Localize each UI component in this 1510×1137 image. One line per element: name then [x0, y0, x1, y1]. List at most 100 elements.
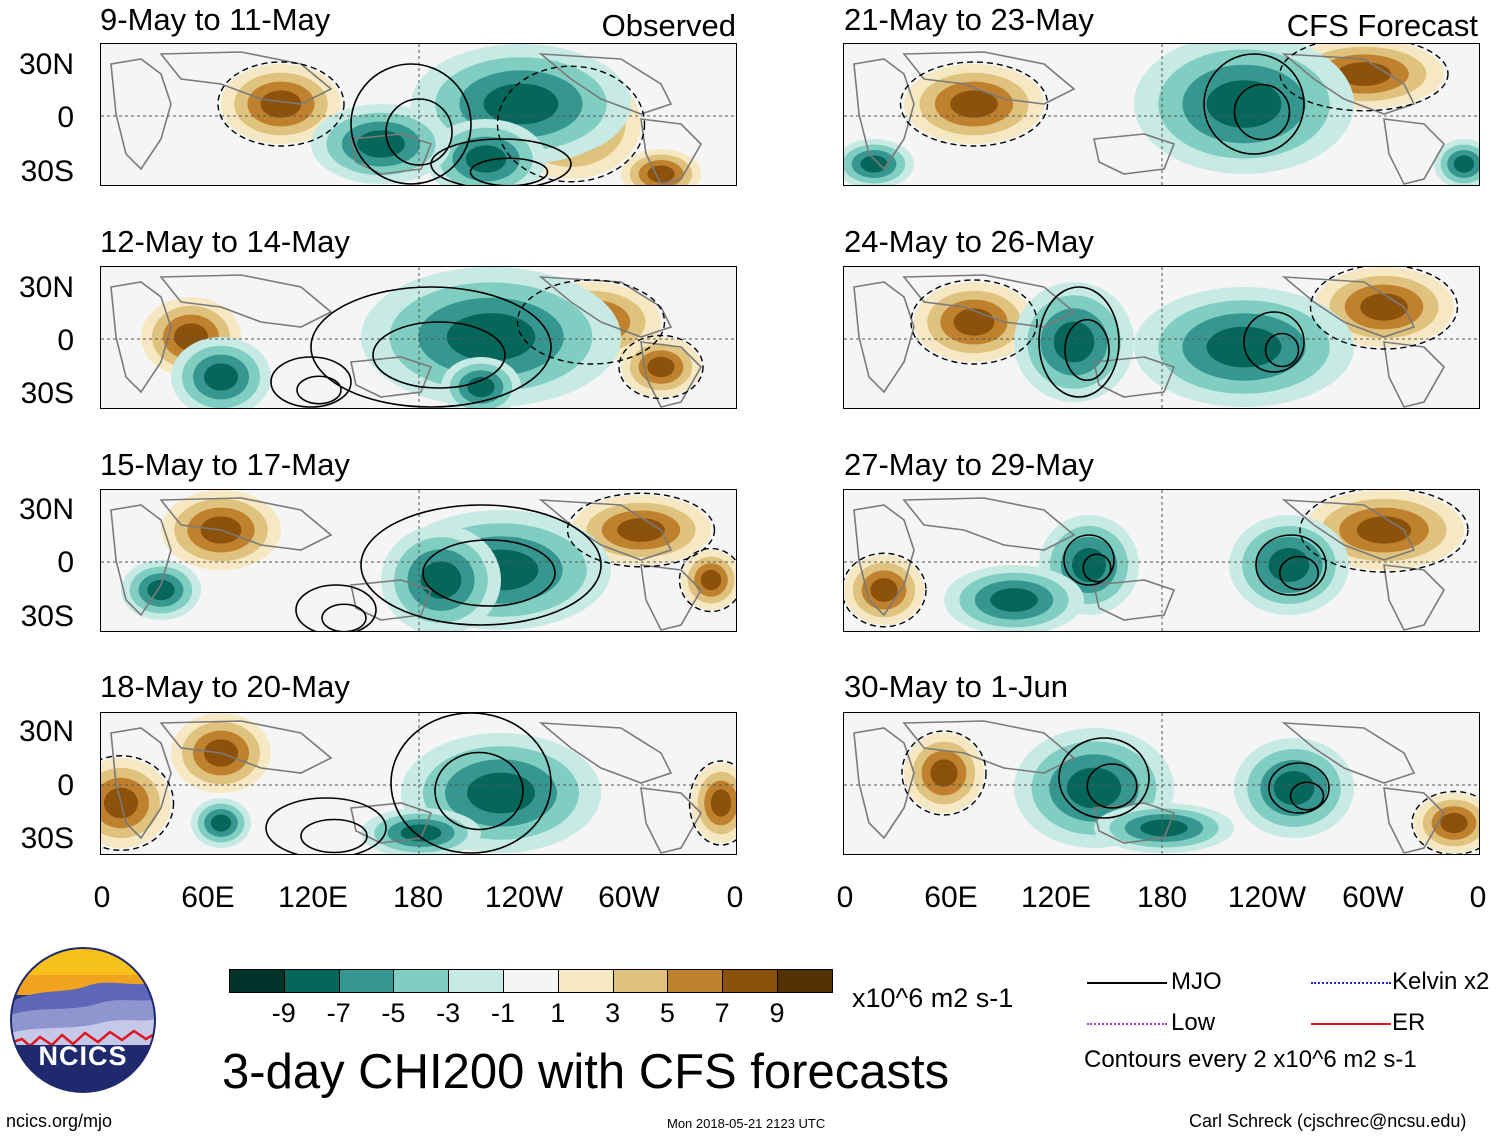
colorbar-swatch: [667, 969, 724, 993]
coastline: [110, 281, 172, 394]
negative-anomaly-shading: [420, 561, 462, 599]
negative-anomaly-shading: [446, 313, 536, 361]
coastline: [1093, 133, 1176, 175]
mjo-contour: [1064, 318, 1110, 382]
lon-label: 60W: [1342, 881, 1404, 914]
map-panel-forecast-4: [843, 712, 1480, 855]
colorbar-swatch: [229, 969, 285, 993]
mjo-contour: [1233, 83, 1291, 141]
coastline: [1383, 341, 1445, 408]
panel-title-right-2: 24-May to 26-May: [844, 224, 1094, 259]
lon-label: 120E: [1020, 881, 1092, 914]
mjo-contour-dashed: [566, 492, 716, 568]
positive-anomaly-shading: [1360, 293, 1408, 321]
coastline: [1281, 499, 1416, 561]
mjo-contour-dashed: [901, 730, 987, 816]
mjo-contour-dashed: [844, 552, 927, 628]
positive-anomaly-shading: [930, 759, 958, 787]
colorbar-swatch: [448, 969, 504, 993]
lat-label: 30S: [20, 822, 74, 855]
coastline: [902, 51, 1076, 105]
coastline: [110, 58, 172, 171]
negative-anomaly-shading: [1453, 155, 1475, 173]
mjo-contour-dashed: [496, 65, 646, 183]
lon-label: 60W: [598, 881, 660, 914]
colorbar-swatch: [557, 969, 614, 993]
negative-anomaly-shading: [990, 588, 1038, 612]
ncics-logo: NCICS: [10, 947, 156, 1093]
panel-title-left-4: 18-May to 20-May: [100, 669, 350, 704]
colorbar-swatch: [777, 969, 833, 993]
ncics-logo-graphic: [10, 947, 156, 1093]
mjo-contour: [1255, 534, 1327, 596]
panel-title-right-4: 30-May to 1-Jun: [844, 669, 1068, 704]
lat-label: 30S: [20, 155, 74, 188]
colorbar-swatch: [503, 969, 559, 993]
map-panel-forecast-2: [843, 266, 1480, 409]
colorbar-swatch: [722, 969, 778, 993]
positive-anomaly-shading: [1440, 812, 1468, 834]
mjo-contour: [434, 751, 524, 831]
negative-anomaly-shading: [204, 363, 238, 391]
negative-anomaly-shading: [860, 155, 888, 173]
colorbar-tick-label: -5: [381, 998, 406, 1028]
legend-er-line: [1311, 1023, 1391, 1025]
negative-anomaly-shading: [210, 814, 232, 832]
legend-er-label: ER: [1392, 1009, 1426, 1036]
mjo-contour: [1038, 286, 1120, 398]
panel-title-left-3: 15-May to 17-May: [100, 447, 350, 482]
coastline: [853, 504, 915, 617]
map-panel-observed-4: [100, 712, 737, 855]
negative-anomaly-shading: [483, 83, 559, 125]
mjo-contour-dashed: [618, 334, 704, 400]
mjo-contour: [1086, 763, 1138, 809]
positive-anomaly-shading: [710, 789, 732, 817]
coastline: [1093, 802, 1176, 844]
footer-timestamp: Mon 2018-05-21 2123 UTC: [667, 1116, 826, 1131]
positive-anomaly-shading: [953, 308, 995, 336]
positive-anomaly-shading: [700, 569, 722, 591]
mjo-contour: [1264, 332, 1300, 368]
mjo-contour: [422, 539, 556, 607]
panel-tag-cfs-forecast: CFS Forecast: [1286, 8, 1478, 43]
negative-anomaly-shading: [467, 376, 495, 398]
coastline: [902, 720, 1076, 774]
lat-label: 30S: [20, 600, 74, 633]
coastline: [159, 720, 333, 774]
mjo-contour-dashed: [217, 61, 345, 147]
mjo-contour: [385, 98, 453, 166]
mjo-contour-dashed: [1279, 44, 1449, 112]
coastline: [1281, 722, 1416, 784]
coastline: [640, 118, 702, 185]
coastline: [538, 53, 673, 115]
mjo-contour: [372, 321, 506, 389]
coastline: [110, 727, 172, 840]
coastline: [640, 341, 702, 408]
coastline: [350, 356, 433, 398]
footer-url[interactable]: ncics.org/mjo: [6, 1111, 113, 1131]
coastline: [640, 564, 702, 631]
negative-anomaly-shading: [1206, 80, 1282, 128]
lon-label: 0: [93, 881, 111, 914]
mjo-contour: [321, 603, 367, 631]
coastline: [853, 727, 915, 840]
map-panel-observed-2: [100, 266, 737, 409]
main-title: 3-day CHI200 with CFS forecasts: [222, 1045, 950, 1099]
logo-text: NCICS: [38, 1041, 128, 1071]
lon-label: 180: [1136, 881, 1188, 914]
negative-anomaly-shading: [467, 772, 535, 814]
mjo-contour-dashed: [1299, 490, 1469, 573]
positive-anomaly-shading: [260, 90, 302, 118]
coastline: [538, 722, 673, 784]
colorbar-tick-label: 5: [659, 998, 675, 1028]
panel-title-left-1: 9-May to 11-May: [100, 2, 331, 37]
lon-label: 120E: [277, 881, 349, 914]
legend-kelvin-line: [1311, 982, 1391, 984]
mjo-contour: [1203, 53, 1305, 155]
coastline: [350, 133, 433, 175]
mjo-contour: [270, 356, 352, 408]
colorbar-swatch: [338, 969, 395, 993]
coastline: [902, 497, 1076, 551]
map-panel-forecast-1: [843, 43, 1480, 186]
mjo-contour: [360, 504, 602, 626]
